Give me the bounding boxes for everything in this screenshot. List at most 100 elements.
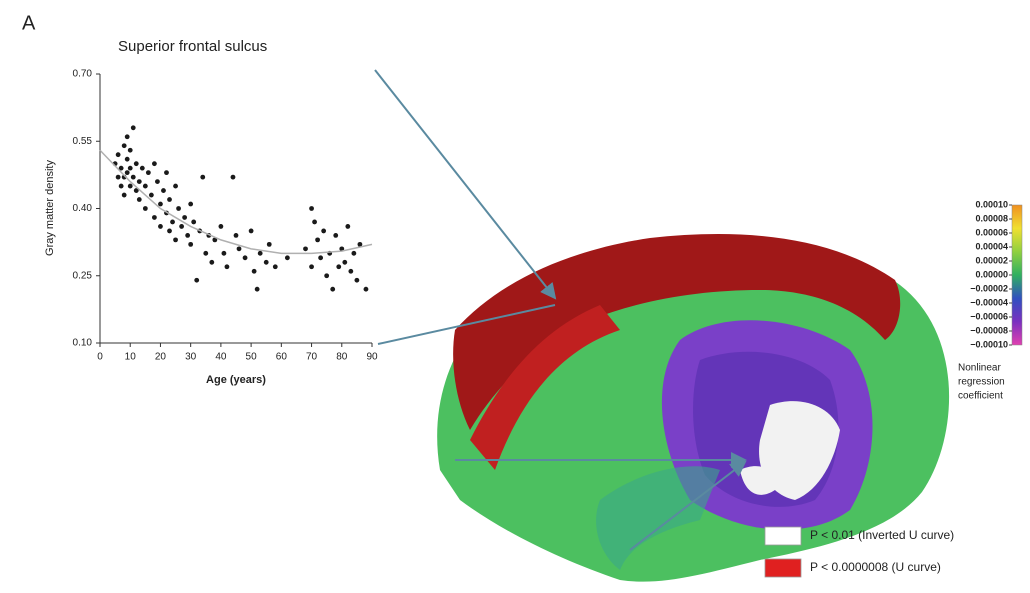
y-tick-label: 0.25 xyxy=(73,270,93,281)
x-tick-label: 0 xyxy=(97,352,103,363)
data-point xyxy=(354,278,359,283)
x-tick-label: 40 xyxy=(215,352,227,363)
fit-curve xyxy=(100,150,372,253)
data-point xyxy=(321,229,326,234)
data-point xyxy=(345,224,350,229)
data-point xyxy=(152,215,157,220)
data-point xyxy=(158,224,163,229)
page: {"panel_label": "A", "chart_data": {"typ… xyxy=(0,0,1030,588)
y-axis-label: Gray matter density xyxy=(44,160,56,256)
x-axis-label: Age (years) xyxy=(206,374,266,386)
colorbar-tick-label: −0.00010 xyxy=(970,339,1008,349)
data-point xyxy=(237,246,242,251)
colorbar-tick-label: 0.00006 xyxy=(975,227,1008,237)
data-point xyxy=(173,237,178,242)
x-tick-label: 90 xyxy=(366,352,378,363)
data-point xyxy=(182,215,187,220)
data-point xyxy=(252,269,257,274)
data-point xyxy=(122,193,127,198)
colorbar-tick-label: −0.00002 xyxy=(970,283,1008,293)
data-point xyxy=(149,193,154,198)
data-point xyxy=(191,220,196,225)
colorbar-tick-label: −0.00008 xyxy=(970,325,1008,335)
data-point xyxy=(176,206,181,211)
data-point xyxy=(348,269,353,274)
y-tick-label: 0.70 xyxy=(73,69,93,80)
legend-swatch xyxy=(765,559,801,577)
data-point xyxy=(170,220,175,225)
data-point xyxy=(324,273,329,278)
data-point xyxy=(137,179,142,184)
y-tick-label: 0.10 xyxy=(73,338,93,349)
data-point xyxy=(161,188,166,193)
legend-label: P < 0.01 (Inverted U curve) xyxy=(810,528,954,542)
data-point xyxy=(249,229,254,234)
data-point xyxy=(333,233,338,238)
y-tick-label: 0.55 xyxy=(73,136,93,147)
data-point xyxy=(203,251,208,256)
chart-title: Superior frontal sulcus xyxy=(118,38,267,55)
data-point xyxy=(364,287,369,292)
data-point xyxy=(303,246,308,251)
data-point xyxy=(234,233,239,238)
data-point xyxy=(143,184,148,189)
colorbar xyxy=(1012,205,1022,345)
data-point xyxy=(264,260,269,265)
data-point xyxy=(155,179,160,184)
data-point xyxy=(315,237,320,242)
x-tick-label: 10 xyxy=(125,352,137,363)
figure: A Superior frontal sulcus Age (years) Gr… xyxy=(0,0,1030,588)
x-tick-label: 70 xyxy=(306,352,318,363)
data-point xyxy=(164,170,169,175)
data-point xyxy=(131,175,136,180)
data-point xyxy=(273,264,278,269)
data-point xyxy=(128,184,133,189)
data-point xyxy=(119,184,124,189)
data-point xyxy=(267,242,272,247)
data-point xyxy=(309,264,314,269)
data-point xyxy=(200,175,205,180)
data-point xyxy=(146,170,151,175)
data-point xyxy=(222,251,227,256)
colorbar-tick-label: 0.00002 xyxy=(975,255,1008,265)
data-point xyxy=(116,175,121,180)
panel-label: A xyxy=(22,12,36,34)
x-tick-label: 60 xyxy=(276,352,288,363)
data-point xyxy=(188,202,193,207)
colorbar-title: regression xyxy=(958,377,1005,388)
data-point xyxy=(231,175,236,180)
data-point xyxy=(125,134,130,139)
colorbar-tick-label: −0.00006 xyxy=(970,311,1008,321)
data-point xyxy=(143,206,148,211)
colorbar-tick-label: 0.00010 xyxy=(975,199,1008,209)
colorbar-tick-label: 0.00008 xyxy=(975,213,1008,223)
data-point xyxy=(209,260,214,265)
data-point xyxy=(243,255,248,260)
data-point xyxy=(194,278,199,283)
data-point xyxy=(225,264,230,269)
data-point xyxy=(167,229,172,234)
data-point xyxy=(137,197,142,202)
colorbar-tick-label: 0.00000 xyxy=(975,269,1008,279)
data-point xyxy=(258,251,263,256)
data-point xyxy=(318,255,323,260)
data-point xyxy=(125,170,130,175)
legend-label: P < 0.0000008 (U curve) xyxy=(810,560,941,574)
data-point xyxy=(128,148,133,153)
data-point xyxy=(134,161,139,166)
x-tick-label: 80 xyxy=(336,352,348,363)
data-point xyxy=(158,202,163,207)
data-point xyxy=(285,255,290,260)
data-point xyxy=(188,242,193,247)
colorbar-tick-label: −0.00004 xyxy=(970,297,1008,307)
colorbar-title: coefficient xyxy=(958,391,1003,402)
y-tick-label: 0.40 xyxy=(73,203,93,214)
colorbar-title: Nonlinear xyxy=(958,363,1001,374)
x-tick-label: 50 xyxy=(246,352,258,363)
data-point xyxy=(152,161,157,166)
x-tick-label: 30 xyxy=(185,352,197,363)
data-point xyxy=(167,197,172,202)
data-point xyxy=(218,224,223,229)
data-point xyxy=(122,143,127,148)
data-point xyxy=(131,125,136,130)
